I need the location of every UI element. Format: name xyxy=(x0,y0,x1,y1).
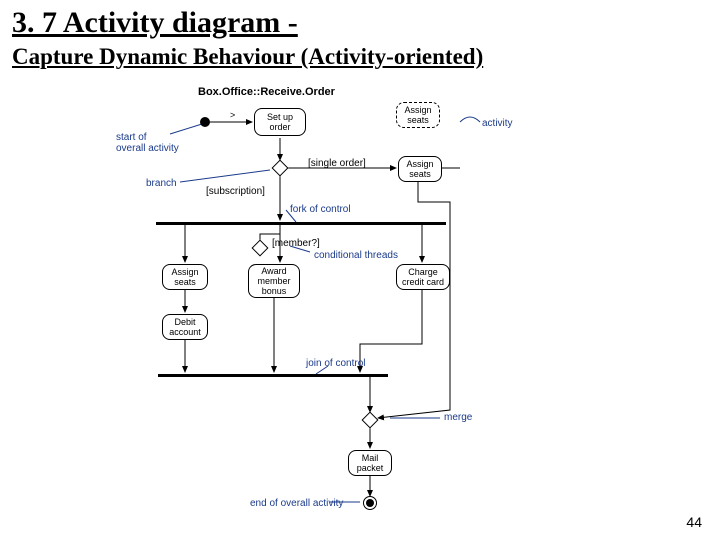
page-title-main: 3. 7 Activity diagram - xyxy=(12,6,298,40)
guard-subscription: [subscription] xyxy=(206,186,265,197)
label-end: end of overall activity xyxy=(250,498,343,509)
label-merge: merge xyxy=(444,412,472,423)
page-title-sub: Capture Dynamic Behaviour (Activity-orie… xyxy=(12,44,483,70)
diagram-header: Box.Office::Receive.Order xyxy=(198,86,335,98)
merge-diamond xyxy=(362,412,379,429)
activity-diagram: Box.Office::Receive.Order > xyxy=(110,82,610,512)
page-number: 44 xyxy=(686,514,702,530)
label-fork: fork of control xyxy=(290,204,351,215)
end-node xyxy=(363,496,377,510)
label-branch: branch xyxy=(146,178,177,189)
guard-member: [member?] xyxy=(272,238,320,249)
activity-assign2: Assign seats xyxy=(398,156,442,182)
activity-charge: Charge credit card xyxy=(396,264,450,290)
label-cond: conditional threads xyxy=(314,250,398,261)
fork-bar xyxy=(156,222,446,225)
guard-single: [single order] xyxy=(308,158,366,169)
activity-setup: Set up order xyxy=(254,108,306,136)
join-bar xyxy=(158,374,388,377)
activity-assign-anno: Assign seats xyxy=(396,102,440,128)
activity-mail: Mail packet xyxy=(348,450,392,476)
svg-text:>: > xyxy=(230,110,235,120)
label-join: join of control xyxy=(306,358,365,369)
member-diamond xyxy=(252,240,269,257)
activity-debit: Debit account xyxy=(162,314,208,340)
label-start: start of overall activity xyxy=(116,132,179,154)
label-activity: activity xyxy=(482,118,513,129)
branch-diamond xyxy=(272,160,289,177)
activity-award: Award member bonus xyxy=(248,264,300,298)
activity-assign3: Assign seats xyxy=(162,264,208,290)
diagram-arrows: > xyxy=(110,82,610,512)
start-node xyxy=(200,117,210,127)
